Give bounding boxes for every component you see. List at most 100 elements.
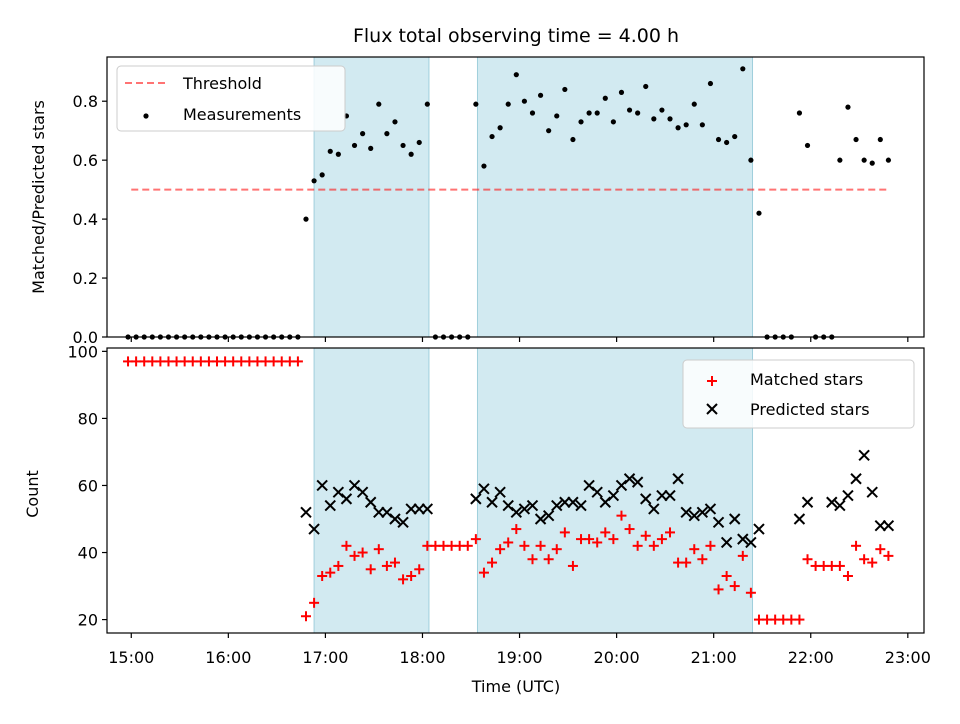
observing-interval-band xyxy=(476,56,754,338)
measurement-point xyxy=(643,83,649,90)
predicted-stars-point xyxy=(850,473,862,485)
cross-stroke xyxy=(729,513,741,525)
matched-stars-point xyxy=(567,560,578,571)
legend-threshold-label: Threshold xyxy=(182,74,262,93)
measurement-point xyxy=(327,148,333,154)
series-predicted-stars xyxy=(300,449,895,549)
matched-stars-point xyxy=(713,584,724,595)
predicted-stars-point xyxy=(737,533,749,545)
cross-stroke xyxy=(300,506,312,519)
cross-stroke xyxy=(793,513,806,525)
predicted-stars-point xyxy=(664,489,676,502)
y-tick-label: 40 xyxy=(78,544,98,563)
cross-stroke xyxy=(389,513,401,525)
cross-stroke xyxy=(688,509,700,522)
predicted-stars-point xyxy=(510,506,523,519)
matched-stars-point xyxy=(398,574,409,585)
cross-stroke xyxy=(866,486,878,498)
cross-stroke xyxy=(397,516,409,529)
cross-stroke xyxy=(534,513,547,525)
matched-stars-point xyxy=(632,540,643,551)
predicted-stars-point xyxy=(551,499,563,512)
measurement-point xyxy=(715,136,722,143)
predicted-stars-point xyxy=(340,493,353,505)
measurement-point xyxy=(497,125,503,131)
matched-stars-point xyxy=(503,537,514,548)
measurement-point xyxy=(360,131,366,137)
predicted-stars-point xyxy=(324,499,336,512)
matched-stars-point xyxy=(883,550,894,561)
measurement-point xyxy=(424,101,430,107)
measurement-point xyxy=(602,95,608,101)
cross-stroke xyxy=(801,496,814,508)
cross-stroke xyxy=(340,493,353,505)
matched-stars-point xyxy=(292,356,303,367)
predicted-stars-point xyxy=(518,503,531,515)
legend-box xyxy=(682,359,915,429)
cross-stroke xyxy=(526,499,539,512)
predicted-stars-point xyxy=(373,506,385,519)
measurement-point xyxy=(408,151,414,157)
cross-stroke xyxy=(316,479,328,492)
cross-stroke xyxy=(542,509,555,522)
predicted-stars-point xyxy=(397,516,409,529)
cross-stroke xyxy=(348,479,361,492)
cross-stroke xyxy=(332,486,345,498)
cross-stroke xyxy=(826,496,838,508)
measurement-point xyxy=(368,145,374,151)
predicted-stars-point xyxy=(470,493,482,505)
matched-stars-point xyxy=(689,544,700,555)
legend-matched-label: Matched stars xyxy=(750,370,863,389)
measurement-point xyxy=(351,142,358,149)
measurement-point xyxy=(521,98,527,104)
cross-stroke xyxy=(834,499,846,512)
measurement-point xyxy=(724,139,730,146)
matched-stars-point xyxy=(389,557,400,568)
cross-stroke xyxy=(712,516,725,529)
cross-stroke xyxy=(324,499,336,512)
measurement-point xyxy=(384,131,390,137)
measurement-point xyxy=(748,157,754,163)
predicted-stars-point xyxy=(793,513,806,525)
x-tick-label: 15:00 xyxy=(108,648,154,667)
plot-frame xyxy=(106,56,925,338)
y-tick-label: 60 xyxy=(78,476,98,495)
predicted-stars-point xyxy=(648,503,660,515)
measurement-point xyxy=(659,107,665,113)
measurement-point xyxy=(481,163,487,169)
predicted-stars-point xyxy=(801,496,814,508)
matched-stars-point xyxy=(616,510,627,521)
predicted-stars-point xyxy=(882,519,895,532)
measurement-point xyxy=(707,80,714,87)
measurement-point xyxy=(853,136,859,143)
y-tick-label: 80 xyxy=(78,409,98,428)
matched-stars-point xyxy=(842,571,853,581)
x-tick-label: 18:00 xyxy=(399,648,445,667)
measurement-point xyxy=(796,110,803,116)
matched-stars-point xyxy=(705,540,716,551)
cross-stroke xyxy=(664,489,676,502)
measurement-point xyxy=(416,139,422,146)
matched-stars-point xyxy=(487,557,498,568)
matched-stars-point xyxy=(559,527,570,538)
matched-stars-point xyxy=(600,527,611,538)
legend-measurement-swatch xyxy=(143,113,149,119)
measurement-point xyxy=(756,210,762,216)
predicted-stars-point xyxy=(534,513,547,525)
matched-stars-point xyxy=(640,530,651,541)
predicted-stars-point xyxy=(623,473,636,485)
matched-stars-point xyxy=(551,544,562,555)
measurement-point xyxy=(335,151,341,157)
matched-stars-point xyxy=(584,534,595,545)
cross-stroke xyxy=(631,476,644,488)
cross-stroke xyxy=(720,536,733,549)
cross-stroke xyxy=(551,499,563,512)
panel-counts: 20 40 60 80 100 15:00 16:00 17:00 18:00 19:00 20:0… xyxy=(67,342,930,667)
matched-stars-point xyxy=(373,544,384,555)
cross-stroke xyxy=(704,503,717,515)
measurement-point xyxy=(489,133,495,140)
cross-stroke xyxy=(648,503,660,515)
measurement-point xyxy=(618,89,625,95)
legend-box xyxy=(116,65,346,132)
measurement-point xyxy=(319,172,325,178)
